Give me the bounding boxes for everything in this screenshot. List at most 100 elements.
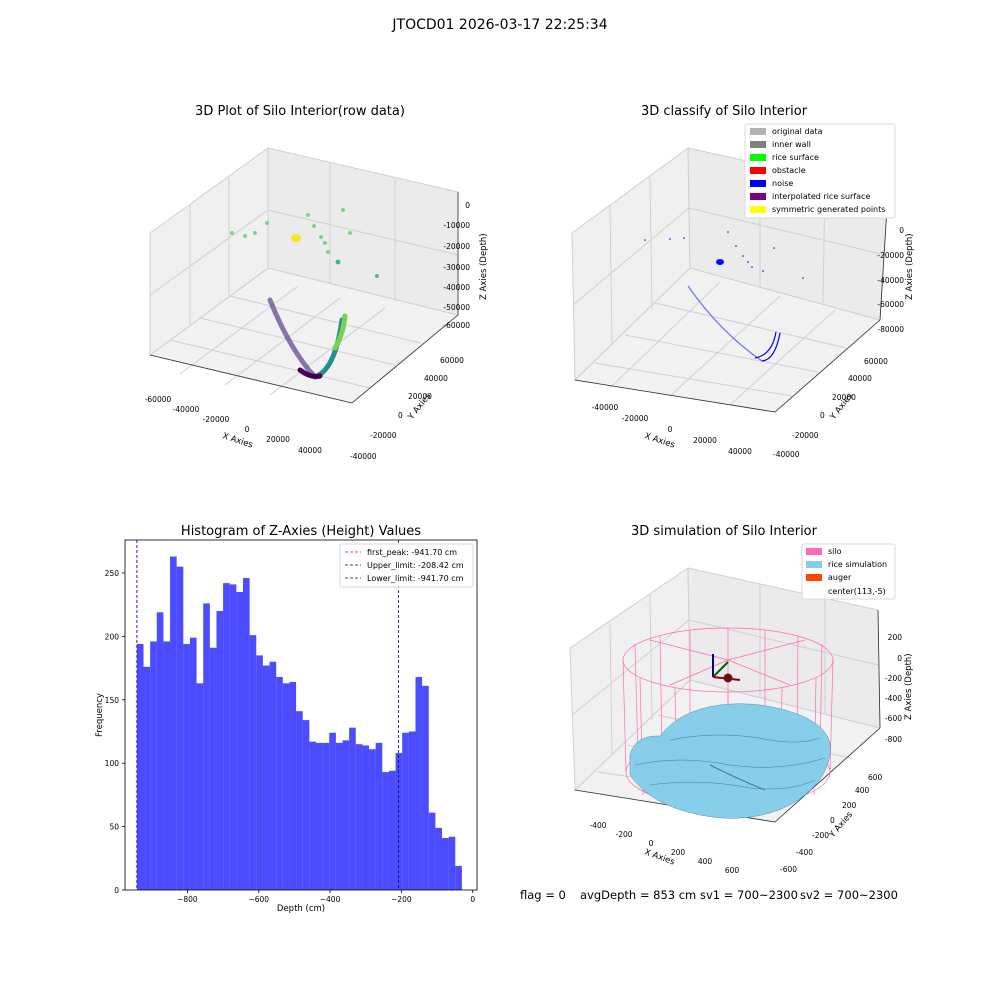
svg-text:-200: -200 [812,831,829,840]
raw-scatter-points [230,208,379,278]
histogram-bar [170,556,177,890]
sv1-text: sv1 = 700~2300 [700,888,798,902]
legend-obstacle: obstacle [772,166,806,175]
classify-plot-title: 3D classify of Silo Interior [640,104,808,119]
classify-legend: original data inner wall rice surface ob… [744,123,896,219]
histogram-bar [176,566,184,890]
histogram-bar [236,591,244,890]
svg-text:-10000: -10000 [443,221,470,230]
legend-interpolated: interpolated rice surface [772,192,870,201]
simulation-3d-plot: -400 -200 0 200 400 600 -600 -400 -200 0… [569,543,914,875]
histogram-bar [342,740,350,890]
svg-text:40000: 40000 [424,374,448,383]
legend-vline-label: Upper_limit: -208.42 cm [367,561,464,570]
histogram-bar [156,612,164,890]
rice-simulation-surface [629,703,831,819]
x-tick-label: −600 [248,895,269,904]
histogram-bar [355,744,363,890]
svg-text:-30000: -30000 [443,263,470,272]
histogram-bar [309,741,316,890]
histogram-chart: −800 −600 −400 −200 0 0 50 100 150 200 250 Depth … [95,539,478,914]
legend-vline-label: first_peak: -941.70 cm [367,548,457,557]
legend-swatch-interp [750,193,766,200]
svg-text:-20000: -20000 [622,414,649,423]
x-tick-label: −800 [177,895,198,904]
simulation-ylabel: Y Axies [827,810,855,841]
svg-text:20000: 20000 [693,436,717,445]
histogram-xlabel: Depth (cm) [277,904,325,914]
svg-text:-400: -400 [589,821,606,830]
histogram-bar [209,647,217,890]
svg-text:-600: -600 [885,714,902,723]
histogram-y-ticks: 0 50 100 150 200 250 [105,569,125,895]
svg-text:0: 0 [245,425,250,434]
histogram-bar [269,661,277,890]
histogram-bar [276,676,283,890]
y-tick-label: 250 [105,569,120,578]
legend-swatch-auger [806,574,822,581]
legend-swatch-rice [750,154,766,161]
svg-text:40000: 40000 [848,374,872,383]
legend-swatch-original [750,128,766,135]
classify-noise-points [644,231,804,279]
svg-text:0: 0 [899,226,904,235]
svg-text:-20000: -20000 [203,415,230,424]
svg-text:400: 400 [855,786,870,795]
classify-axes-box [571,147,889,413]
histogram-bar [369,749,376,890]
legend-swatch-obstacle [750,167,766,174]
histogram-bar [442,838,449,890]
svg-text:0: 0 [649,839,654,848]
histogram-legend: first_peak: -941.70 cm Upper_limit: -208.… [339,543,474,588]
y-tick-label: 200 [105,632,120,641]
raw-axes-box [148,147,460,404]
histogram-bar [382,772,389,890]
histogram-bar [296,711,303,890]
svg-text:20000: 20000 [832,393,856,402]
svg-text:-60000: -60000 [443,321,470,330]
x-tick-label: −200 [391,895,412,904]
legend-rice-surface: rice surface [772,153,819,162]
svg-text:-600: -600 [780,865,797,874]
raw-xlabel: X Axies [221,431,254,450]
legend-noise: noise [772,179,793,188]
svg-text:-40000: -40000 [877,276,904,285]
raw-cluster-yellow [291,234,301,242]
histogram-bar [136,643,144,890]
histogram-bar [402,732,409,890]
svg-text:-20000: -20000 [370,431,397,440]
svg-text:0: 0 [897,654,902,663]
legend-swatch-silo [806,548,822,555]
svg-text:-40000: -40000 [173,405,200,414]
svg-text:400: 400 [698,857,713,866]
histogram-bar [183,643,190,890]
histogram-bar [196,683,204,890]
y-tick-label: 50 [109,823,119,832]
svg-text:-40000: -40000 [773,450,800,459]
simulation-zlabel: Z Axies (Depth) [904,653,914,720]
svg-text:-50000: -50000 [443,303,470,312]
legend-symmetric: symmetric generated points [772,205,885,214]
histogram-bar [282,683,290,890]
histogram-bar [362,745,370,890]
simulation-ticks: -400 -200 0 200 400 600 -600 -400 -200 0… [589,633,902,875]
legend-swatch-symmetric [750,206,766,213]
svg-text:60000: 60000 [864,357,888,366]
histogram-bar [315,742,323,890]
sv2-text: sv2 = 700~2300 [800,888,898,902]
histogram-bar [428,812,436,890]
svg-text:200: 200 [888,633,903,642]
histogram-bar [349,727,356,890]
histogram-bar [223,583,230,890]
svg-text:-20000: -20000 [792,431,819,440]
histogram-bar [249,635,257,890]
x-tick-label: 0 [470,895,475,904]
svg-text:200: 200 [842,801,857,810]
svg-text:40000: 40000 [298,446,322,455]
svg-text:200: 200 [671,848,686,857]
legend-swatch-rice-sim [806,561,822,568]
svg-text:20000: 20000 [408,392,432,401]
histogram-bar [203,603,210,890]
figure-title: JTOCD01 2026-03-17 22:25:34 [392,17,608,33]
histogram-bar [395,753,403,890]
